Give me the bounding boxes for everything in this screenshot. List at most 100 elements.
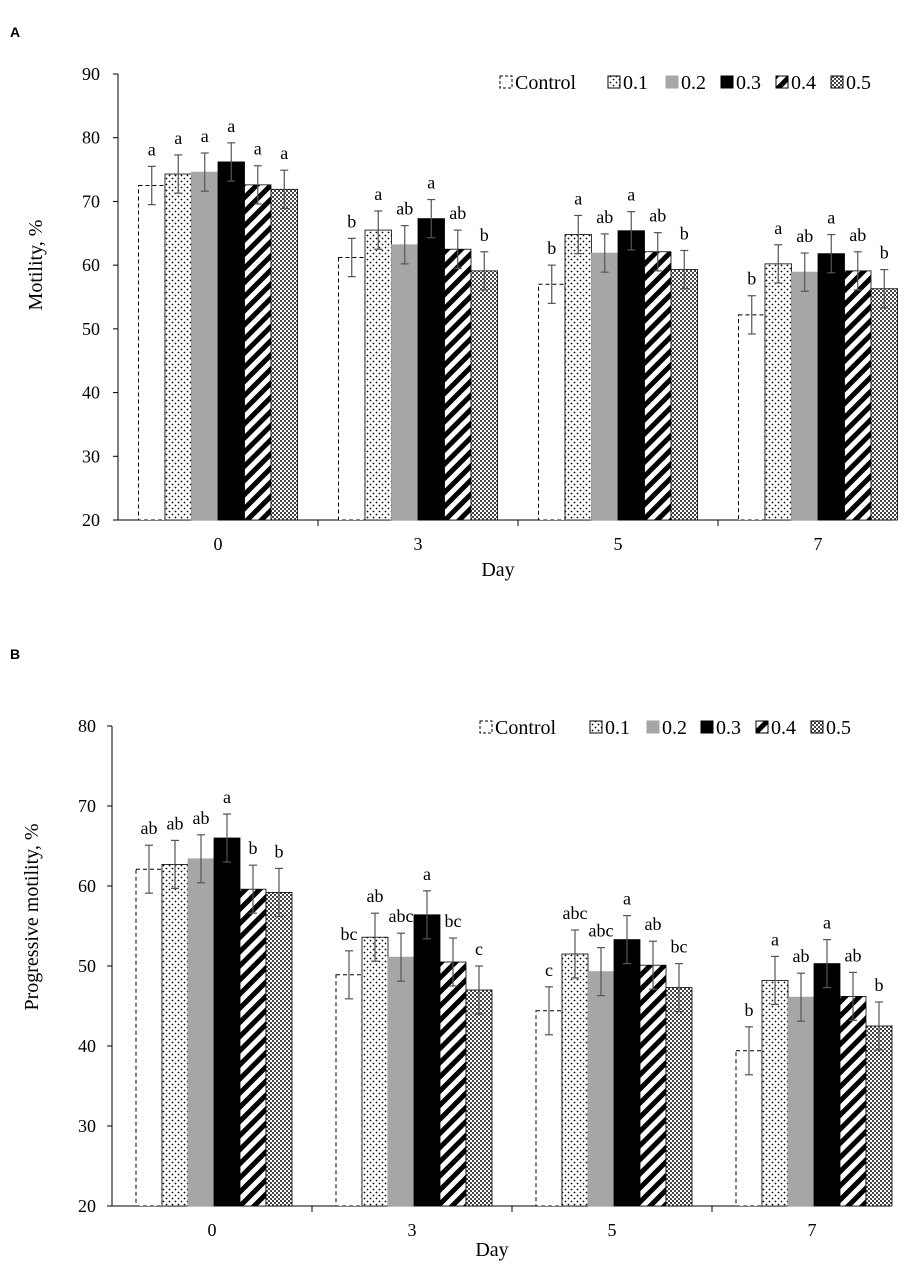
bar xyxy=(538,283,566,521)
legend-entry: Control xyxy=(499,72,577,94)
legend-swatch xyxy=(830,75,844,89)
significance-label: ab xyxy=(167,813,184,833)
error-bar xyxy=(680,249,689,290)
error-bar xyxy=(475,965,483,1015)
error-bar xyxy=(823,938,831,989)
bar xyxy=(161,864,189,1207)
panel-b-y-axis-title: Progressive motility, % xyxy=(21,823,43,1010)
legend-entry: 0.4 xyxy=(775,72,816,94)
bar xyxy=(839,996,867,1207)
x-tick-label: 0 xyxy=(214,534,223,554)
error-bar xyxy=(449,937,457,987)
legend-swatch xyxy=(720,75,734,89)
significance-label: a xyxy=(223,787,231,807)
error-bar xyxy=(423,890,431,940)
error-bar xyxy=(675,962,683,1013)
legend-label: 0.2 xyxy=(681,72,706,94)
legend-entry: 0.1 xyxy=(607,72,648,94)
legend-entry: 0.2 xyxy=(665,72,706,94)
error-bar xyxy=(800,252,809,292)
error-bar xyxy=(147,165,156,206)
bar xyxy=(561,953,589,1207)
significance-label: ab xyxy=(793,946,810,966)
panel-a-x-axis-title: Day xyxy=(481,559,514,581)
significance-label: b xyxy=(680,223,689,243)
error-bar xyxy=(597,946,605,997)
bar xyxy=(335,974,363,1207)
legend-swatch xyxy=(646,720,660,734)
significance-label: ab xyxy=(849,225,866,245)
significance-label: b xyxy=(875,975,884,995)
bar xyxy=(870,288,898,521)
panel-b-x-axis-title: Day xyxy=(475,1239,508,1261)
x-tick-label: 5 xyxy=(614,534,623,554)
significance-label: a xyxy=(280,143,288,163)
y-tick-label: 20 xyxy=(82,510,100,530)
bar xyxy=(587,971,615,1207)
error-bar xyxy=(345,950,353,1000)
significance-label: b xyxy=(880,243,889,263)
error-bar xyxy=(827,233,836,274)
significance-label: c xyxy=(545,960,553,980)
x-tick-label: 3 xyxy=(414,534,423,554)
bar xyxy=(187,858,215,1207)
bar xyxy=(564,234,592,521)
error-bar xyxy=(400,225,409,265)
error-bar xyxy=(174,154,183,194)
legend-label: 0.5 xyxy=(826,717,851,739)
legend-entry: 0.3 xyxy=(700,717,741,739)
error-bar xyxy=(745,1026,753,1076)
significance-label: b xyxy=(249,838,258,858)
y-tick-label: 50 xyxy=(82,319,100,339)
significance-label: ab xyxy=(449,203,466,223)
bar xyxy=(364,229,392,521)
legend-label: 0.5 xyxy=(846,72,871,94)
significance-label: ab xyxy=(367,886,384,906)
significance-label: a xyxy=(227,116,235,136)
error-bar xyxy=(545,986,553,1036)
legend-label: 0.4 xyxy=(771,717,796,739)
error-bar xyxy=(747,295,756,335)
y-tick-label: 30 xyxy=(82,446,100,466)
y-tick-label: 80 xyxy=(82,128,100,148)
bar xyxy=(391,244,419,521)
y-tick-label: 50 xyxy=(78,956,96,976)
bar xyxy=(787,996,815,1207)
error-bar xyxy=(374,210,383,250)
panel-b-letter: B xyxy=(10,646,20,662)
bar xyxy=(639,964,667,1207)
significance-label: a xyxy=(627,185,635,205)
bar xyxy=(244,184,272,521)
error-bar xyxy=(397,932,405,982)
error-bar xyxy=(600,233,609,273)
error-bar xyxy=(771,955,779,1006)
bar xyxy=(417,218,445,521)
significance-label: ab xyxy=(796,226,813,246)
error-bar xyxy=(197,834,205,884)
bar xyxy=(270,188,298,521)
bar xyxy=(817,253,845,521)
bar xyxy=(217,161,245,521)
error-bar xyxy=(427,198,436,239)
significance-label: ab xyxy=(645,914,662,934)
y-tick-label: 40 xyxy=(78,1036,96,1056)
bar xyxy=(444,248,472,521)
bar xyxy=(361,936,389,1207)
significance-label: c xyxy=(475,939,483,959)
significance-label: ab xyxy=(845,945,862,965)
legend-entry: 0.3 xyxy=(720,72,761,94)
significance-label: a xyxy=(201,126,209,146)
bar xyxy=(738,314,766,521)
error-bar xyxy=(280,169,289,210)
y-tick-label: 20 xyxy=(78,1196,96,1216)
error-bar xyxy=(227,142,236,182)
bar xyxy=(338,256,366,521)
legend-entry: 0.1 xyxy=(589,717,630,739)
y-tick-label: 40 xyxy=(82,383,100,403)
significance-label: b xyxy=(747,269,756,289)
bar xyxy=(735,1050,763,1207)
legend-swatch xyxy=(665,75,679,89)
legend-entry: 0.4 xyxy=(755,717,796,739)
significance-label: abc xyxy=(589,921,614,941)
